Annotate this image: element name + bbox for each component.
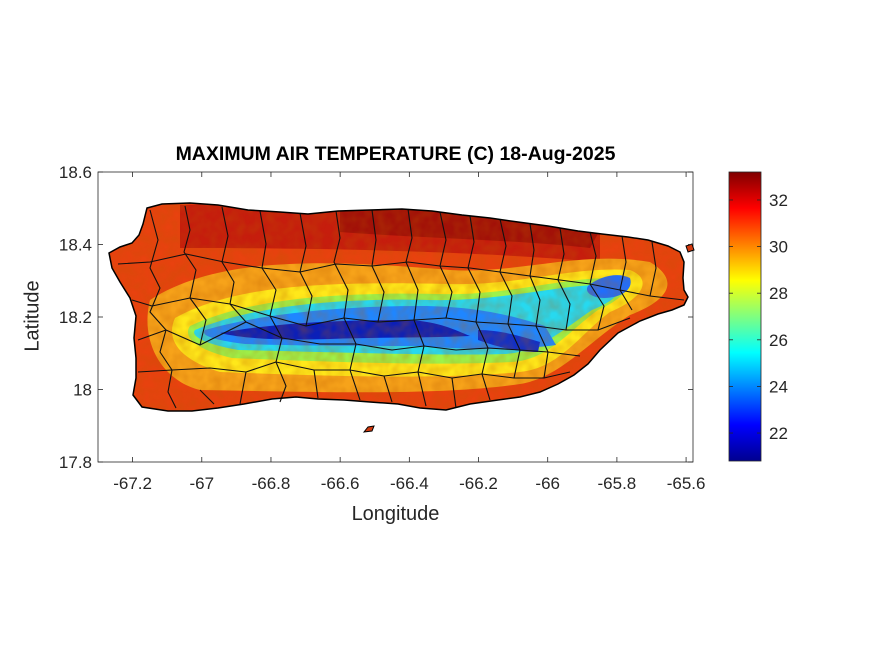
east-cay [685, 243, 695, 253]
x-tick-label: -65.6 [667, 474, 706, 493]
colorbar-tick-label: 32 [769, 191, 788, 210]
caja-de-muertos-island [362, 425, 375, 433]
y-tick-label: 17.8 [59, 453, 92, 472]
colorbar [728, 171, 762, 462]
x-tick-label: -66.8 [252, 474, 291, 493]
x-tick-label: -66.6 [321, 474, 360, 493]
colorbar-tick-label: 24 [769, 377, 788, 396]
x-tick-label: -66.4 [390, 474, 429, 493]
colorbar-tick-label: 30 [769, 238, 788, 257]
y-tick-label: 18.2 [59, 308, 92, 327]
x-tick-label: -67.2 [113, 474, 152, 493]
y-axis: 17.8 18 18.2 18.4 18.6 [59, 163, 693, 472]
colorbar-tick-label: 22 [769, 424, 788, 443]
colorbar-ticks: 22 24 26 28 30 32 [729, 191, 788, 443]
colorbar-tick-label: 26 [769, 331, 788, 350]
x-axis-label: Longitude [351, 503, 440, 525]
map-title: MAXIMUM AIR TEMPERATURE (C) 18-Aug-2025 [175, 143, 616, 165]
colorbar-tick-label: 28 [769, 284, 788, 303]
x-tick-label: -66 [535, 474, 560, 493]
municipality-boundaries [117, 205, 685, 409]
y-tick-label: 18.6 [59, 163, 92, 182]
x-axis: -67.2 -67 -66.8 -66.6 -66.4 -66.2 -66 -65.8 -65.… [113, 172, 705, 493]
x-tick-label: -65.8 [598, 474, 637, 493]
x-tick-label: -66.2 [459, 474, 498, 493]
y-tick-label: 18.4 [59, 236, 92, 255]
y-tick-label: 18 [73, 381, 92, 400]
x-tick-label: -67 [189, 474, 214, 493]
